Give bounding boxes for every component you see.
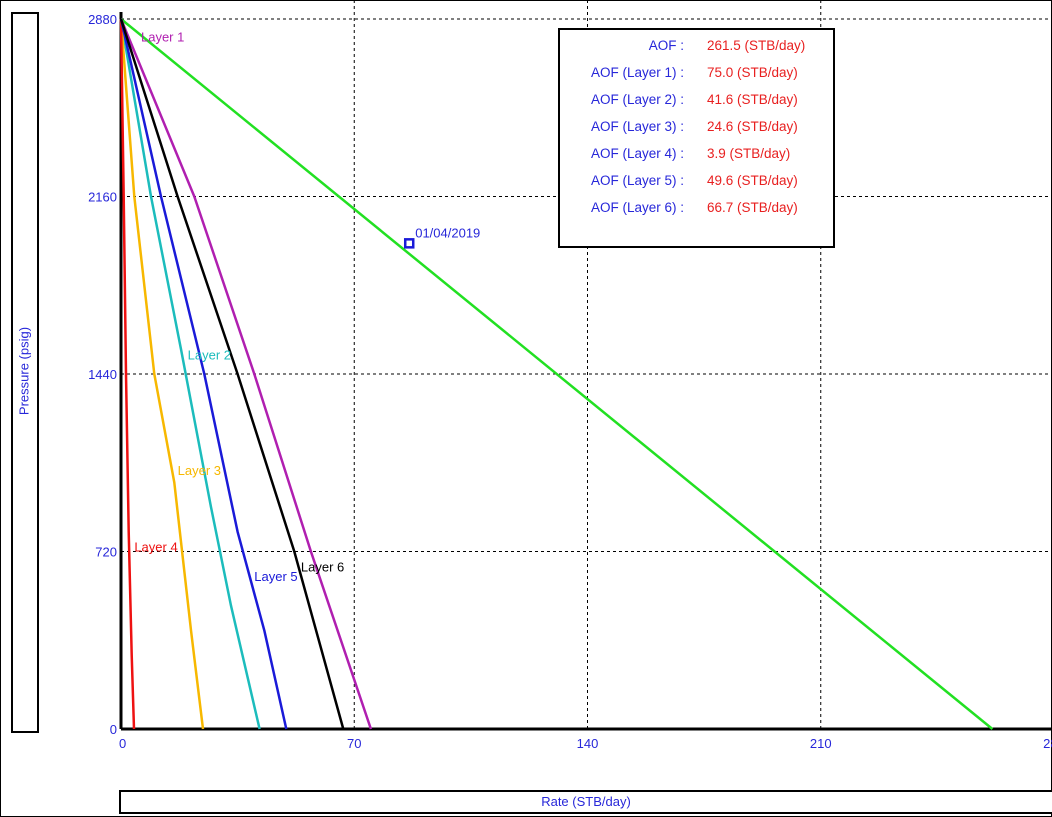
y-tick-label: 2880 <box>88 12 117 27</box>
legend-value: 75.0 (STB/day) <box>707 65 798 80</box>
data-point-date-label: 01/04/2019 <box>415 225 480 240</box>
series-line-layer2 <box>119 18 261 730</box>
x-tick-label: 0 <box>119 736 126 751</box>
legend-row-layer-1: AOF (Layer 1) : 75.0 (STB/day) <box>560 60 833 86</box>
x-tick-label: 280 <box>1043 736 1052 751</box>
series-label-layer6: Layer 6 <box>301 559 344 574</box>
x-axis-title-box <box>119 790 1052 814</box>
series-label-layer5: Layer 5 <box>254 569 297 584</box>
legend-row-layer-2: AOF (Layer 2) : 41.6 (STB/day) <box>560 87 833 113</box>
series-label-layer2: Layer 2 <box>188 347 231 362</box>
legend-name: AOF (Layer 2) : <box>590 92 684 107</box>
y-tick-label: 2160 <box>88 190 117 205</box>
legend-name: AOF (Layer 4) : <box>590 146 684 161</box>
legend-name: AOF (Layer 1) : <box>590 65 684 80</box>
x-tick-label: 210 <box>810 736 832 751</box>
plot-area: 0 70 140 210 280 0 720 1440 2160 2880 Layer 1 Layer… <box>88 0 1052 751</box>
legend-row-layer-4: AOF (Layer 4) : 3.9 (STB/day) <box>560 141 833 167</box>
legend-value: 41.6 (STB/day) <box>707 92 798 107</box>
legend-name: AOF : <box>648 38 684 53</box>
series-label-layer1: Layer 1 <box>141 29 184 44</box>
legend-value: 66.7 (STB/day) <box>707 200 798 215</box>
series-line-layer6 <box>119 18 345 730</box>
series-line-total <box>120 18 994 730</box>
legend-name: AOF (Layer 5) : <box>590 173 684 188</box>
series-line-layer5 <box>119 18 288 730</box>
legend-value: 24.6 (STB/day) <box>707 119 798 134</box>
y-tick-label: 0 <box>110 722 117 737</box>
legend-row-aof: AOF : 261.5 (STB/day) <box>560 33 833 59</box>
legend-row-layer-3: AOF (Layer 3) : 24.6 (STB/day) <box>560 114 833 140</box>
y-tick-label: 720 <box>95 545 117 560</box>
legend-name: AOF (Layer 3) : <box>590 119 684 134</box>
legend-row-layer-5: AOF (Layer 5) : 49.6 (STB/day) <box>560 168 833 194</box>
data-point-marker <box>403 238 415 249</box>
series-line-layer4 <box>119 18 136 730</box>
y-tick-label: 1440 <box>88 367 117 382</box>
x-tick-label: 140 <box>577 736 599 751</box>
x-tick-label: 70 <box>347 736 361 751</box>
legend-value: 261.5 (STB/day) <box>707 38 806 53</box>
series-line-layer1 <box>119 18 373 730</box>
y-axis-title-box <box>11 12 39 733</box>
legend-value: 49.6 (STB/day) <box>707 173 798 188</box>
legend-row-layer-6: AOF (Layer 6) : 66.7 (STB/day) <box>560 195 833 221</box>
series-label-layer4: Layer 4 <box>134 540 177 555</box>
series-line-layer3 <box>119 18 205 730</box>
legend-value: 3.9 (STB/day) <box>707 146 791 161</box>
x-axis-title: Rate (STB/day) <box>541 794 631 809</box>
legend-name: AOF (Layer 6) : <box>590 200 684 215</box>
series-label-layer3: Layer 3 <box>178 463 221 478</box>
aof-legend: AOF : 261.5 (STB/day) AOF (Layer 1) : 75… <box>558 28 835 248</box>
